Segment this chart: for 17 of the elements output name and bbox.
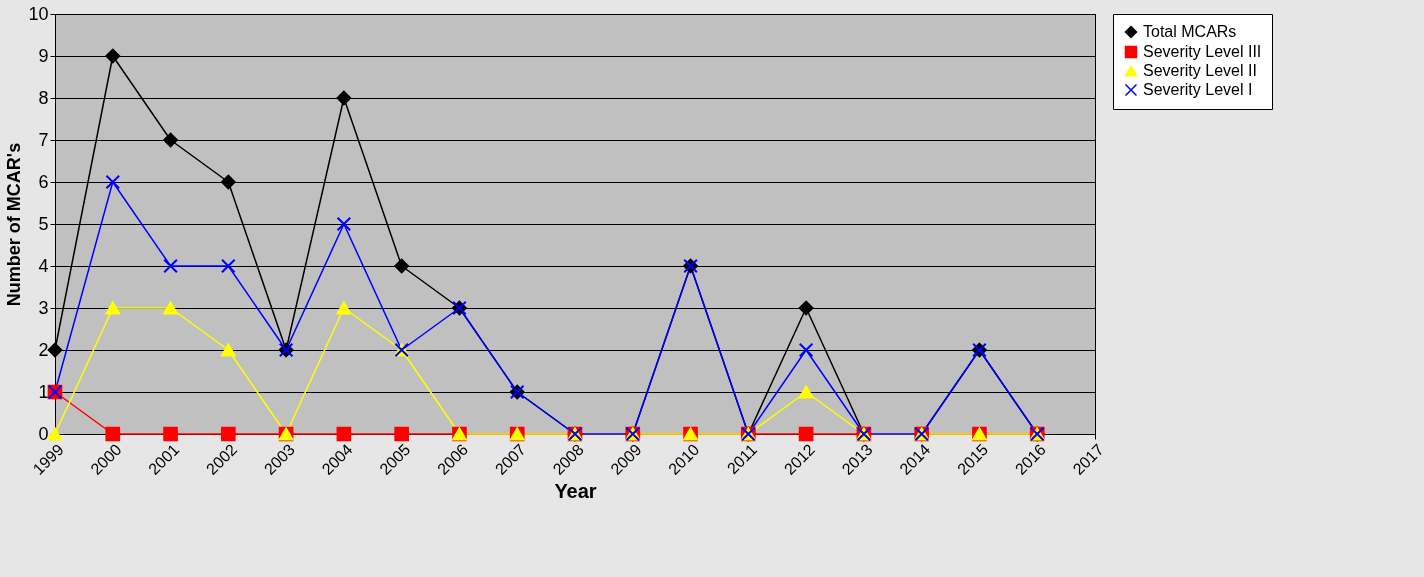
legend-label: Severity Level III: [1143, 43, 1262, 60]
y-tick-label: 4: [38, 255, 49, 276]
y-tick-label: 2: [38, 339, 49, 360]
y-tick-label: 5: [38, 213, 49, 234]
y-tick-label: 8: [38, 87, 49, 108]
y-tick-label: 3: [38, 297, 49, 318]
y-tick-label: 0: [38, 423, 49, 444]
y-tick-label: 10: [28, 3, 49, 24]
legend-label: Total MCARs: [1143, 23, 1237, 40]
legend-label: Severity Level I: [1143, 81, 1253, 98]
y-tick-label: 7: [38, 129, 49, 150]
y-axis-title: Number of MCAR's: [4, 142, 25, 307]
legend-label: Severity Level II: [1143, 62, 1257, 79]
y-tick-label: 1: [38, 381, 49, 402]
y-tick-label: 6: [38, 171, 49, 192]
y-tick-label: 9: [38, 45, 49, 66]
x-axis-title: Year: [554, 479, 597, 502]
